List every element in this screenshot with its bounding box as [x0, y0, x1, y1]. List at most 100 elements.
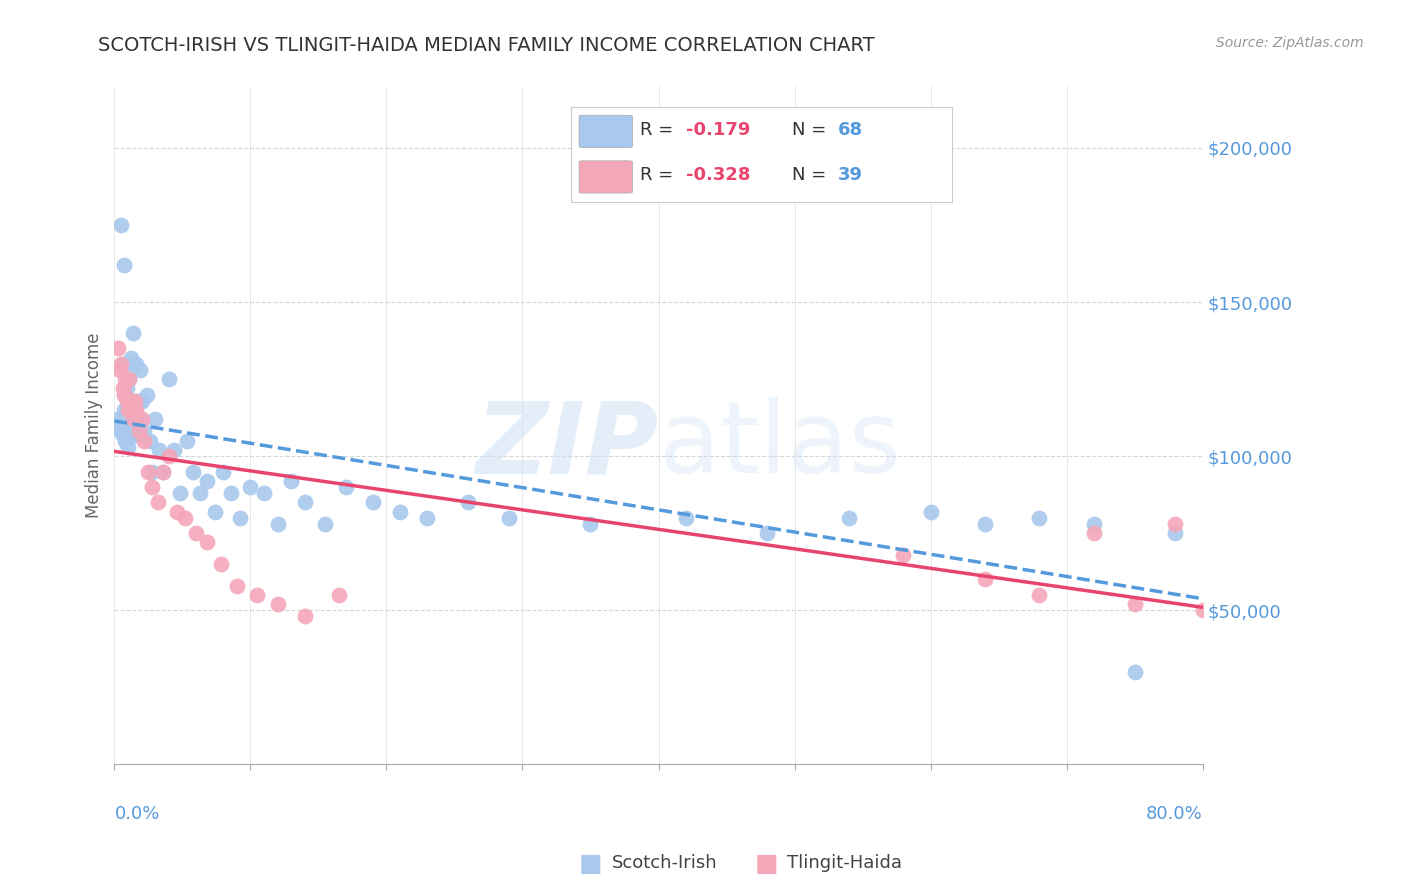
Text: 80.0%: 80.0%: [1146, 805, 1202, 823]
Point: [111, 357, 134, 371]
Point: [112, 258, 135, 272]
Point: [920, 505, 942, 519]
Point: [184, 526, 207, 541]
Point: [209, 557, 232, 571]
Point: [166, 505, 188, 519]
Point: [124, 393, 146, 408]
Point: [141, 465, 163, 479]
Point: [112, 403, 135, 417]
Point: [280, 474, 302, 488]
Point: [120, 393, 142, 408]
Point: [121, 403, 143, 417]
Point: [108, 425, 131, 439]
Point: [120, 351, 142, 365]
Point: [121, 393, 143, 408]
Point: [117, 403, 139, 417]
Point: [328, 588, 350, 602]
Point: [204, 505, 226, 519]
Point: [121, 427, 143, 442]
Point: [1191, 603, 1213, 617]
Point: [253, 486, 276, 500]
Point: [114, 434, 136, 448]
Point: [118, 418, 141, 433]
Point: [1123, 597, 1146, 611]
Point: [114, 387, 136, 401]
Point: [139, 434, 162, 448]
Point: [107, 412, 129, 426]
Point: [118, 372, 141, 386]
Point: [122, 326, 145, 340]
Point: [974, 573, 997, 587]
Point: [136, 387, 159, 401]
Point: [111, 381, 134, 395]
Point: [974, 516, 997, 531]
Point: [314, 516, 336, 531]
Point: [335, 480, 357, 494]
Point: [1028, 588, 1050, 602]
Point: [195, 474, 218, 488]
Point: [115, 381, 138, 395]
Point: [1083, 526, 1105, 541]
Point: [294, 609, 316, 624]
Point: [756, 526, 779, 541]
Text: 0.0%: 0.0%: [114, 805, 160, 823]
Text: SCOTCH-IRISH VS TLINGIT-HAIDA MEDIAN FAMILY INCOME CORRELATION CHART: SCOTCH-IRISH VS TLINGIT-HAIDA MEDIAN FAM…: [98, 36, 875, 54]
Point: [457, 495, 479, 509]
Text: ■: ■: [579, 852, 602, 875]
Point: [416, 510, 439, 524]
Point: [266, 516, 288, 531]
Point: [169, 486, 191, 500]
Point: [108, 363, 131, 377]
Y-axis label: Median Family Income: Median Family Income: [86, 333, 103, 518]
Point: [246, 588, 269, 602]
Point: [115, 418, 138, 433]
Point: [120, 412, 142, 426]
Point: [128, 412, 150, 426]
Point: [111, 427, 134, 442]
Point: [125, 403, 148, 417]
Point: [174, 510, 197, 524]
Point: [221, 486, 243, 500]
Point: [891, 548, 914, 562]
Point: [138, 465, 160, 479]
Point: [146, 495, 169, 509]
Point: [125, 357, 148, 371]
Point: [176, 434, 198, 448]
Point: [117, 357, 139, 371]
Point: [128, 425, 150, 439]
Point: [148, 442, 170, 457]
Point: [1164, 526, 1187, 541]
Point: [1083, 516, 1105, 531]
Point: [115, 393, 138, 408]
Point: [212, 465, 235, 479]
Point: [389, 505, 412, 519]
Point: [157, 449, 180, 463]
Point: [294, 495, 316, 509]
Point: [498, 510, 520, 524]
Text: Source: ZipAtlas.com: Source: ZipAtlas.com: [1216, 36, 1364, 50]
Point: [124, 427, 146, 442]
Point: [141, 480, 163, 494]
Point: [239, 480, 262, 494]
Point: [131, 412, 153, 426]
Point: [143, 412, 166, 426]
Point: [579, 516, 602, 531]
Point: [127, 393, 149, 408]
Point: [110, 218, 132, 232]
Point: [228, 510, 250, 524]
Point: [114, 372, 136, 386]
Point: [107, 341, 129, 355]
Point: [134, 425, 156, 439]
Point: [361, 495, 384, 509]
Point: [152, 465, 174, 479]
Point: [110, 357, 132, 371]
Point: [1164, 516, 1187, 531]
Point: [110, 418, 132, 433]
Point: [181, 465, 204, 479]
Point: [266, 597, 288, 611]
Point: [188, 486, 211, 500]
Point: [675, 510, 697, 524]
Point: [117, 403, 139, 417]
Point: [1028, 510, 1050, 524]
Point: [117, 440, 139, 454]
